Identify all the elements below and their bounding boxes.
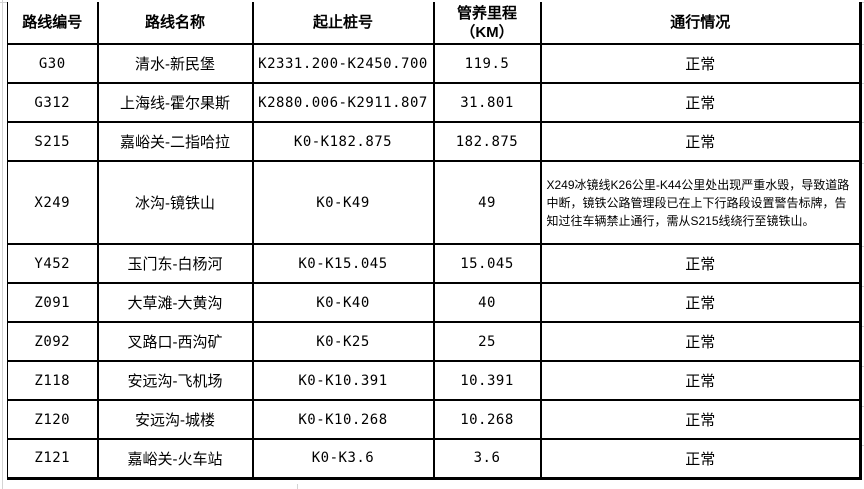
cell-route-code: S215 [7, 121, 99, 162]
table-row: Z120 安远沟-城楼 K0-K10.268 10.268 正常 [7, 399, 862, 440]
cell-route-name: 玉门东-白杨河 [96, 243, 254, 284]
cell-stake-range: K0-K10.391 [251, 360, 435, 401]
cell-route-name: 嘉峪关-火车站 [96, 438, 254, 480]
cell-status: 正常 [539, 438, 862, 480]
cell-route-name: 冰沟-镜铁山 [96, 160, 254, 245]
cell-status: X249冰镜线K26公里-K44公里处出现严重水毁，导致道路中断，镜铁公路管理段… [539, 160, 862, 245]
column-header-stake-range: 起止桩号 [251, 2, 435, 45]
cell-mileage: 31.801 [432, 82, 542, 123]
cell-mileage: 10.391 [432, 360, 542, 401]
table-row: S215 嘉峪关-二指哈拉 K0-K182.875 182.875 正常 [7, 121, 862, 162]
cell-route-name: 安远沟-城楼 [96, 399, 254, 440]
column-header-status: 通行情况 [539, 2, 862, 45]
cell-mileage: 3.6 [432, 438, 542, 480]
cell-mileage: 15.045 [432, 243, 542, 284]
cell-status: 正常 [539, 82, 862, 123]
gridline-stub [861, 326, 864, 327]
cell-route-name: 清水-新民堡 [96, 43, 254, 84]
cell-route-code: Z092 [7, 321, 99, 362]
cell-status: 正常 [539, 43, 862, 84]
cell-mileage: 49 [432, 160, 542, 245]
gridline-stub [861, 445, 864, 446]
cell-route-code: Z118 [7, 360, 99, 401]
table-row: G312 上海线-霍尔果斯 K2880.006-K2911.807 31.801 正常 [7, 82, 862, 123]
table-row: X249 冰沟-镜铁山 K0-K49 49 X249冰镜线K26公里-K44公里处出现严… [7, 160, 862, 245]
cell-status: 正常 [539, 360, 862, 401]
table-row: Y452 玉门东-白杨河 K0-K15.045 15.045 正常 [7, 243, 862, 284]
table-row: Z121 嘉峪关-火车站 K0-K3.6 3.6 正常 [7, 438, 862, 480]
cell-route-code: Z121 [7, 438, 99, 480]
cell-status: 正常 [539, 321, 862, 362]
cell-mileage: 182.875 [432, 121, 542, 162]
cell-stake-range: K0-K182.875 [251, 121, 435, 162]
cell-route-code: Z120 [7, 399, 99, 440]
table-body: G30 清水-新民堡 K2331.200-K2450.700 119.5 正常 G312 上… [7, 43, 862, 480]
cell-stake-range: K0-K49 [251, 160, 435, 245]
cell-route-name: 嘉峪关-二指哈拉 [96, 121, 254, 162]
cell-status: 正常 [539, 121, 862, 162]
gridline-stub [861, 406, 864, 407]
cell-route-name: 大草滩-大黄沟 [96, 282, 254, 323]
gridline-below-table [297, 484, 298, 489]
gridline-stub [861, 83, 864, 84]
column-header-route-name: 路线名称 [96, 2, 254, 45]
cell-status: 正常 [539, 243, 862, 284]
cell-stake-range: K0-K3.6 [251, 438, 435, 480]
table-row: G30 清水-新民堡 K2331.200-K2450.700 119.5 正常 [7, 43, 862, 84]
gridline-stub [861, 286, 864, 287]
gridline-left [2, 0, 3, 489]
cell-status: 正常 [539, 399, 862, 440]
cell-stake-range: K0-K40 [251, 282, 435, 323]
cell-route-code: X249 [7, 160, 99, 245]
cell-stake-range: K0-K10.268 [251, 399, 435, 440]
cell-mileage: 10.268 [432, 399, 542, 440]
gridline-stub [861, 44, 864, 45]
cell-stake-range: K0-K15.045 [251, 243, 435, 284]
road-status-table: 路线编号 路线名称 起止桩号 管养里程 （KM） 通行情况 G30 清水-新民堡 K… [7, 2, 862, 480]
cell-stake-range: K0-K25 [251, 321, 435, 362]
table-row: Z091 大草滩-大黄沟 K0-K40 40 正常 [7, 282, 862, 323]
cell-route-code: G312 [7, 82, 99, 123]
cell-route-name: 上海线-霍尔果斯 [96, 82, 254, 123]
gridline-stub [861, 163, 864, 164]
cell-mileage: 25 [432, 321, 542, 362]
column-header-route-code: 路线编号 [7, 2, 99, 45]
cell-mileage: 119.5 [432, 43, 542, 84]
cell-stake-range: K2331.200-K2450.700 [251, 43, 435, 84]
cell-route-code: Z091 [7, 282, 99, 323]
gridline-stub [861, 122, 864, 123]
gridline-stub [861, 246, 864, 247]
cell-mileage: 40 [432, 282, 542, 323]
table-row: Z092 叉路口-西沟矿 K0-K25 25 正常 [7, 321, 862, 362]
cell-status: 正常 [539, 282, 862, 323]
gridline-stub [861, 366, 864, 367]
cell-route-name: 叉路口-西沟矿 [96, 321, 254, 362]
header-row: 路线编号 路线名称 起止桩号 管养里程 （KM） 通行情况 [7, 2, 862, 45]
cell-route-code: Y452 [7, 243, 99, 284]
cell-route-name: 安远沟-飞机场 [96, 360, 254, 401]
table-row: Z118 安远沟-飞机场 K0-K10.391 10.391 正常 [7, 360, 862, 401]
cell-stake-range: K2880.006-K2911.807 [251, 82, 435, 123]
column-header-mileage-km: 管养里程 （KM） [432, 2, 542, 45]
cell-route-code: G30 [7, 43, 99, 84]
table-header: 路线编号 路线名称 起止桩号 管养里程 （KM） 通行情况 [7, 2, 862, 45]
